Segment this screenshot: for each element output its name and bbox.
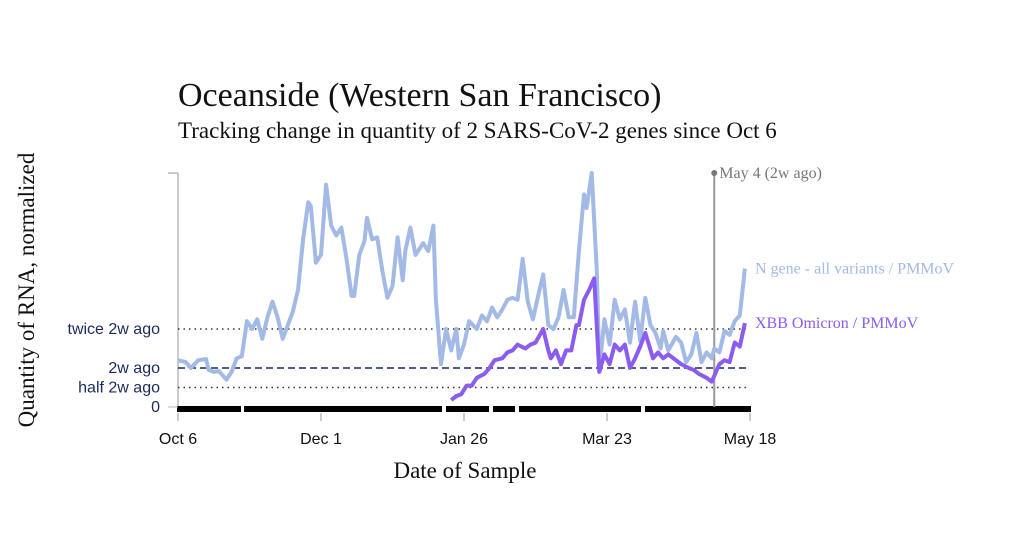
- series-line: [177, 171, 747, 382]
- chart-subtitle: Tracking change in quantity of 2 SARS-Co…: [178, 118, 777, 143]
- x-tick-label: May 18: [724, 431, 777, 448]
- x-axis-label: Date of Sample: [393, 458, 536, 483]
- x-tick-label: Oct 6: [159, 431, 197, 448]
- series-line: [449, 276, 747, 402]
- legend-label: N gene - all variants / PMMoV: [755, 261, 955, 278]
- x-tick-label: Mar 23: [582, 431, 632, 448]
- chart-title: Oceanside (Western San Francisco): [178, 77, 661, 114]
- x-tick-label: Dec 1: [300, 431, 342, 448]
- annotation-dot: [711, 170, 718, 176]
- legend-label: XBB Omicron / PMMoV: [755, 315, 919, 332]
- y-tick-label: half 2w ago: [78, 380, 160, 397]
- y-tick-label: 0: [151, 399, 160, 416]
- x-tick-label: Jan 26: [440, 431, 488, 448]
- sample-rug: [177, 406, 751, 412]
- y-axis-label: Quantity of RNA, normalized: [14, 152, 39, 427]
- annotation-label: May 4 (2w ago): [719, 165, 822, 182]
- y-tick-label: 2w ago: [108, 360, 160, 377]
- y-tick-label: twice 2w ago: [68, 321, 161, 338]
